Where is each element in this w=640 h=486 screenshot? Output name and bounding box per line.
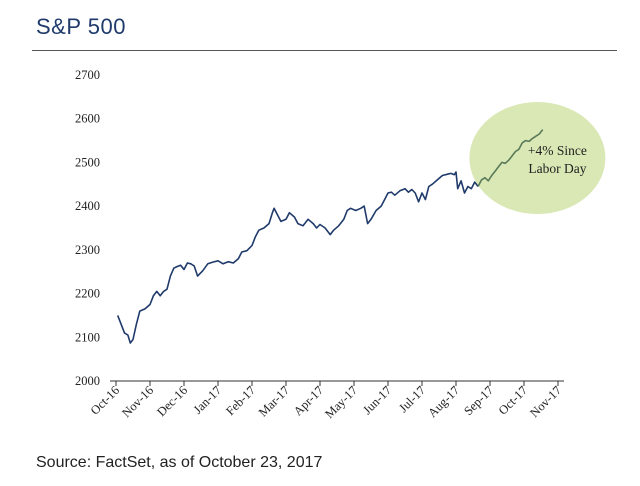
y-tick-label: 2100 [75,330,100,344]
labor-day-highlight [469,102,606,215]
y-tick-label: 2200 [75,287,100,301]
y-tick-label: 2500 [75,155,100,169]
sp500-series-line [116,171,479,344]
x-tick-label: Aug-17 [425,383,462,420]
y-tick-label: 2000 [75,374,100,388]
x-tick-label: Oct-17 [496,383,530,417]
x-tick-label: Sep-17 [461,383,496,418]
y-axis-ticks: 2000 2100 2200 2300 2400 2500 2600 2700 [75,68,100,388]
source-note: Source: FactSet, as of October 23, 2017 [36,454,323,471]
x-tick-label: Jul-17 [396,383,428,415]
x-tick-label: Nov-17 [527,383,564,420]
x-tick-label: Dec-16 [154,383,190,419]
x-tick-label: Feb-17 [223,383,258,418]
annotation-line-1: +4% Since [528,143,587,158]
title-divider [32,50,617,51]
since-labor-day-series-line [477,129,544,187]
x-tick-label: Apr-17 [291,383,326,418]
page-title: S&P 500 [36,14,126,39]
x-tick-label: Nov-16 [119,383,156,420]
y-tick-label: 2300 [75,243,100,257]
x-tick-label: Jun-17 [360,383,394,417]
x-tick-label: Mar-17 [256,383,292,419]
x-tick-label: May-17 [322,383,360,421]
x-tick-label: Jan-17 [191,383,224,416]
annotation-line-2: Labor Day [528,161,586,176]
y-tick-label: 2400 [75,199,100,213]
y-tick-label: 2700 [75,68,100,82]
x-tick-label: Oct-16 [88,383,122,417]
y-tick-label: 2600 [75,112,100,126]
